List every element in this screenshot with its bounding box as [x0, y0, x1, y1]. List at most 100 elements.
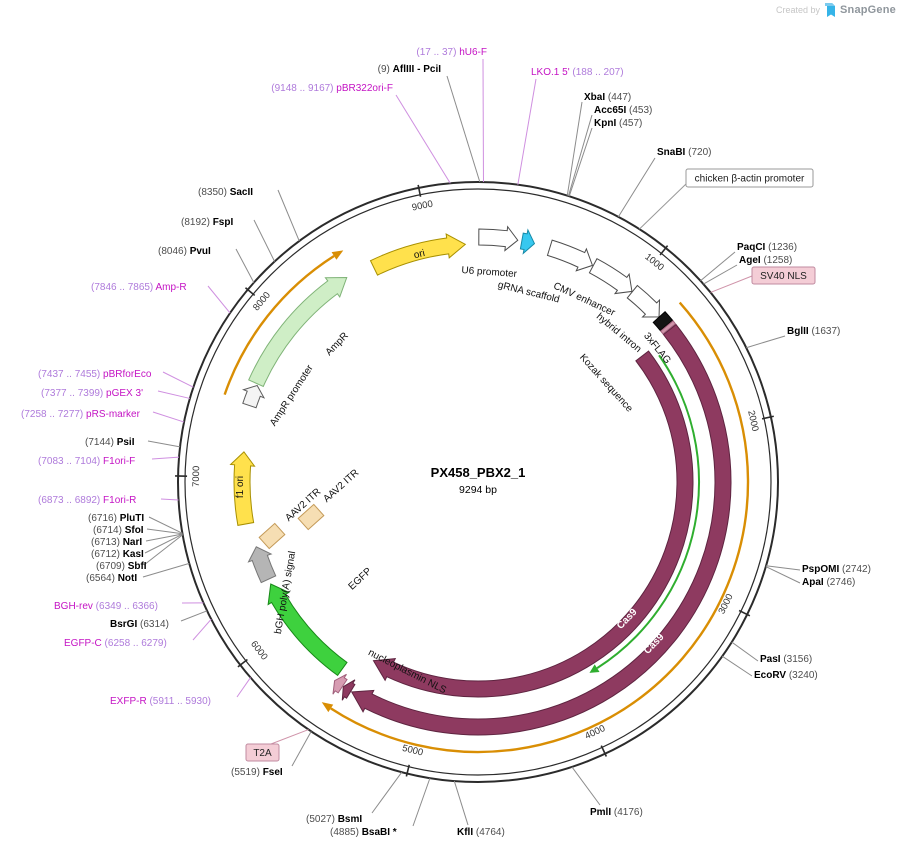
- feature-label: hybrid intron: [594, 311, 643, 355]
- site-xbaI[interactable]: XbaI (447): [584, 92, 631, 103]
- site-sv40-nls[interactable]: SV40 NLS: [760, 271, 807, 282]
- site-hu6f[interactable]: (17 .. 37) hU6-F: [416, 47, 487, 58]
- feature-sv40-nls[interactable]: [659, 320, 677, 335]
- site-bghrev[interactable]: BGH-rev (6349 .. 6366): [54, 601, 158, 612]
- feature-ori[interactable]: [369, 233, 467, 276]
- site-pspomI-leader-line: [766, 565, 801, 571]
- site-sfoI[interactable]: (6714) SfoI: [93, 525, 144, 536]
- site-pmlI[interactable]: PmlI (4176): [590, 807, 643, 818]
- site-paqcI[interactable]: PaqCI (1236): [737, 242, 797, 253]
- site-fseI[interactable]: (5519) FseI: [231, 767, 283, 778]
- site-sv40-nls-box[interactable]: [751, 266, 816, 285]
- tick-label: 7000: [191, 466, 202, 487]
- site-egfpc[interactable]: EGFP-C (6258 .. 6279): [64, 638, 167, 649]
- site-fseI-leader-line: [291, 731, 312, 767]
- aav2-itr-box-1[interactable]: [258, 522, 286, 550]
- feature-ampr[interactable]: [248, 276, 348, 388]
- site-pvuI-leader-line: [235, 248, 255, 283]
- feature-egfp[interactable]: [267, 583, 348, 677]
- site-bsabI-leader-line: [412, 777, 431, 827]
- site-apaI-leader-line: [765, 566, 801, 584]
- orf-arc-cas9[interactable]: [330, 301, 750, 754]
- site-pvuI[interactable]: (8046) PvuI: [158, 246, 211, 257]
- feature-ampr-promoter[interactable]: [241, 384, 266, 409]
- site-exfpr[interactable]: EXFP-R (5911 .. 5930): [110, 696, 211, 707]
- site-chicken-beta-actin-leader-line: [639, 183, 687, 230]
- site-chicken-beta-actin[interactable]: chicken β-actin promoter: [695, 174, 805, 185]
- tick-mark: [244, 287, 256, 297]
- site-ageI-leader-line: [703, 264, 738, 285]
- site-f1orir[interactable]: (6873 .. 6892) F1ori-R: [38, 495, 136, 506]
- site-kasI-leader-line: [144, 533, 183, 554]
- aav2-itr-box-2[interactable]: [297, 503, 325, 531]
- site-ampr-primer-leader-line: [207, 285, 231, 314]
- site-ageI[interactable]: AgeI (1258): [739, 255, 792, 266]
- site-ampr-primer[interactable]: (7846 .. 7865) Amp-R: [91, 282, 187, 293]
- feature-nucleoplasmin-nls[interactable]: [341, 679, 356, 701]
- orf-arc-green[interactable]: [596, 354, 700, 669]
- site-kpnI[interactable]: KpnI (457): [594, 118, 642, 129]
- site-plutI[interactable]: (6716) PluTI: [88, 513, 144, 524]
- feature-cas9-outer[interactable]: [350, 323, 732, 736]
- site-pgex3-leader-line: [157, 390, 190, 399]
- site-apaI[interactable]: ApaI (2746): [802, 577, 855, 588]
- feature-label: EGFP: [347, 566, 375, 593]
- site-snabI[interactable]: SnaBI (720): [657, 147, 711, 158]
- site-acc65I-leader-line: [567, 114, 593, 197]
- site-bglII-leader-line: [746, 335, 786, 349]
- site-prsmarker[interactable]: (7258 .. 7277) pRS-marker: [21, 409, 141, 420]
- feature-t2a[interactable]: [332, 673, 348, 695]
- site-pgex3[interactable]: (7377 .. 7399) pGEX 3': [41, 388, 143, 399]
- site-narI[interactable]: (6713) NarI: [91, 537, 142, 548]
- site-kflI[interactable]: KflI (4764): [457, 827, 505, 838]
- feature-cas9-inner[interactable]: [372, 350, 694, 698]
- orf-arc-ampr[interactable]: [223, 254, 335, 395]
- site-chicken-beta-actin-box[interactable]: [685, 168, 814, 188]
- orf-arc-green-arrowhead: [589, 664, 600, 673]
- site-t2a-box[interactable]: [245, 743, 280, 762]
- tick-mark: [738, 609, 751, 617]
- tick-label: 6000: [248, 639, 270, 662]
- site-sbfI[interactable]: (6709) SbfI: [96, 561, 147, 572]
- site-pbr322orif[interactable]: (9148 .. 9167) pBR322ori-F: [271, 83, 393, 94]
- feature-f1-ori[interactable]: [229, 451, 256, 526]
- site-sacII-leader-line: [277, 189, 300, 242]
- site-bglII[interactable]: BglII (1637): [787, 326, 840, 337]
- feature-u6-promoter[interactable]: [478, 225, 519, 252]
- feature-cmv-enhancer[interactable]: [546, 239, 594, 272]
- site-f1orir-leader-line: [160, 498, 179, 501]
- site-ecorv[interactable]: EcoRV (3240): [754, 670, 818, 681]
- site-pspomI[interactable]: PspOMI (2742): [802, 564, 871, 575]
- site-t2a[interactable]: T2A: [253, 748, 272, 759]
- site-bsrgI-leader-line: [180, 610, 208, 622]
- site-pmlI-leader-line: [571, 766, 601, 806]
- site-bsmI-leader-line: [371, 771, 403, 814]
- site-t2a-leader-line: [270, 729, 309, 745]
- feature-3xflag[interactable]: [652, 310, 674, 332]
- site-pbrforeco[interactable]: (7437 .. 7455) pBRforEco: [38, 369, 152, 380]
- site-psiI[interactable]: (7144) PsiI: [85, 437, 135, 448]
- site-bsabI[interactable]: (4885) BsaBI *: [330, 827, 397, 838]
- site-pbrforeco-leader-line: [162, 371, 194, 388]
- tick-label: 2000: [745, 409, 760, 432]
- site-bsrgI[interactable]: BsrGI (6314): [110, 619, 169, 630]
- feature-label: CMV enhancer: [552, 281, 618, 319]
- site-acc65I[interactable]: Acc65I (453): [594, 105, 652, 116]
- site-notI[interactable]: (6564) NotI: [86, 573, 137, 584]
- feature-bgh-polya-signal[interactable]: [247, 546, 277, 584]
- site-kflI-leader-line: [453, 780, 469, 826]
- feature-label: gRNA scaffold: [497, 280, 561, 306]
- site-f1orif[interactable]: (7083 .. 7104) F1ori-F: [38, 456, 135, 467]
- site-pbr322orif-leader-line: [395, 94, 451, 184]
- site-sacII[interactable]: (8350) SacII: [198, 187, 253, 198]
- feature-hybrid-intron[interactable]: [626, 284, 661, 318]
- site-pasI[interactable]: PasI (3156): [760, 654, 812, 665]
- feature-chicken-beta-actin-promoter[interactable]: [588, 258, 633, 295]
- site-aflIII-pciI[interactable]: (9) AflIII - PciI: [378, 64, 442, 75]
- feature-grna-scaffold[interactable]: [519, 228, 536, 255]
- site-bsmI[interactable]: (5027) BsmI: [306, 814, 362, 825]
- site-fspI[interactable]: (8192) FspI: [181, 217, 233, 228]
- site-kasI[interactable]: (6712) KasI: [91, 549, 144, 560]
- site-lko15[interactable]: LKO.1 5' (188 .. 207): [531, 67, 624, 78]
